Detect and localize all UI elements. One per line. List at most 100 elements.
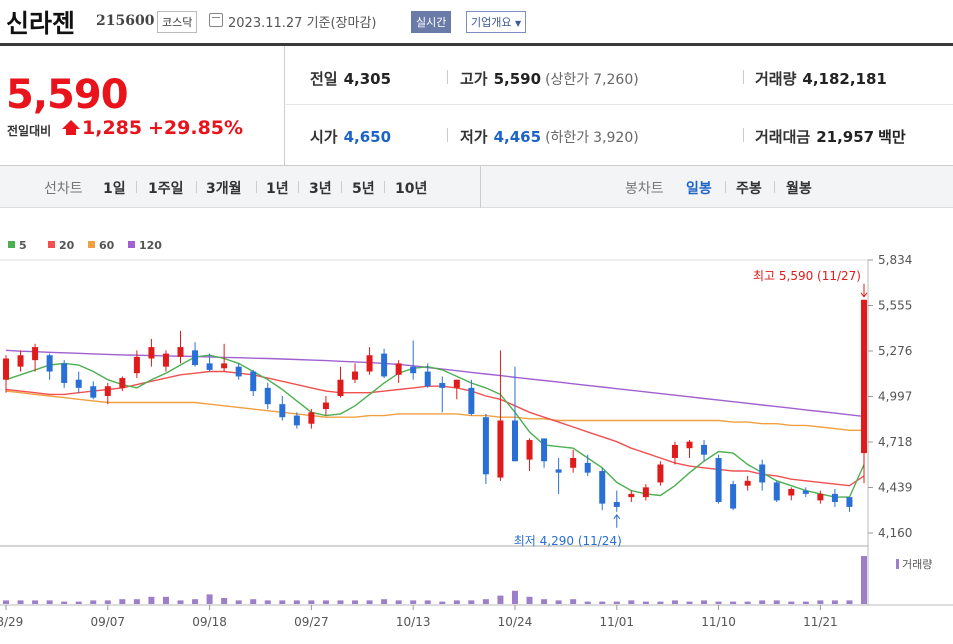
candle-body (570, 457, 577, 468)
prev-label: 전일 (310, 70, 338, 88)
candle-body (526, 440, 533, 460)
candle-body (439, 382, 446, 388)
period-5y[interactable]: 5년 (352, 181, 375, 197)
quote-date: 2023.11.27 기준(장마감) (228, 16, 377, 31)
current-price: 5,590 (6, 72, 129, 118)
period-1d[interactable]: 1일 (103, 181, 126, 197)
low-price: 저가 4,465 (하한가 3,920) (460, 126, 639, 147)
candle-weekly[interactable]: 주봉 (736, 181, 762, 197)
candle-body (817, 493, 824, 501)
candle-body (511, 420, 518, 462)
trade-amount: 거래대금 21,957 백만 (755, 126, 906, 147)
volume-bar (497, 595, 504, 604)
period-10y[interactable]: 10년 (395, 181, 428, 197)
price-change: 1,285 (82, 117, 143, 139)
x-tick-label: 10/24 (498, 615, 533, 629)
volume-bar (701, 600, 708, 604)
quote-main: 5,590 전일대비 1,285 +29.85% (0, 46, 285, 166)
period-separator (298, 181, 299, 193)
min-arrow-icon (613, 513, 621, 528)
price-change-pct: +29.85% (148, 117, 244, 139)
candle-body (177, 347, 184, 357)
upper-limit-label: (상한가 (545, 72, 590, 88)
volume-bar (264, 600, 271, 604)
volume-bar (831, 600, 838, 604)
legend-label-60: 60 (99, 239, 115, 252)
prev-value: 4,305 (343, 70, 392, 88)
x-tick-label: 10/13 (396, 615, 431, 629)
x-tick-label: 08/29 (0, 615, 23, 629)
stock-name: 신라젠 (6, 9, 76, 38)
candle-body (221, 363, 228, 369)
volume-bar (817, 600, 824, 604)
volume-bar (526, 596, 533, 604)
volume-bar (206, 594, 213, 604)
volume-bar (846, 600, 853, 604)
row-divider (286, 104, 953, 105)
candle-daily[interactable]: 일봉 (686, 181, 712, 197)
up-arrow-icon (62, 120, 80, 129)
chart-canvas: 5 20 60 120 5,834 5,555 5,276 4,997 4,718 4,439 4,… (0, 239, 953, 629)
open-label: 시가 (310, 128, 338, 146)
volume-bar (381, 599, 388, 604)
volume-bar (192, 599, 199, 604)
candle-body (133, 356, 140, 374)
realtime-button[interactable]: 실시간 (411, 11, 452, 33)
chevron-down-icon: ▼ (514, 19, 522, 28)
candle-body (264, 387, 271, 405)
candle-body (46, 355, 53, 372)
legend-swatch-60 (88, 241, 95, 248)
y-tick-label: 5,555 (878, 299, 912, 313)
amount-unit: 백만 (878, 128, 906, 146)
legend-swatch-20 (48, 241, 55, 248)
ma5-line (5, 354, 865, 498)
candle-body (759, 464, 766, 483)
x-tick-label: 09/27 (294, 615, 329, 629)
volume-bar (511, 590, 518, 604)
volume-bar (162, 596, 169, 604)
candle-body (352, 371, 359, 380)
volume-bar (802, 601, 809, 604)
period-bar: 선차트 1일 1주일 3개월 1년 3년 5년 10년 봉차트 일봉 주봉 월봉 (0, 166, 953, 208)
period-divider (480, 166, 481, 208)
volume-bar (671, 600, 678, 604)
lower-limit-value: 3,920) (593, 130, 639, 146)
volume-bar (628, 600, 635, 604)
low-value: 4,465 (493, 128, 542, 146)
volume-bar (541, 599, 548, 604)
period-3y[interactable]: 3년 (309, 181, 332, 197)
y-tick-label: 5,834 (878, 253, 912, 267)
period-separator (725, 181, 726, 193)
ma20-line (5, 370, 865, 487)
company-overview-dropdown[interactable]: 기업개요 ▼ (466, 11, 527, 33)
candle-body (61, 363, 68, 383)
volume-bar (119, 599, 126, 604)
candle-body (773, 482, 780, 501)
up-arrow-stem (66, 128, 76, 135)
open-price: 시가 4,650 (310, 126, 391, 147)
volume-bar (453, 600, 460, 604)
period-separator (256, 181, 257, 193)
max-price-label: 최고 5,590 (11/27) (753, 269, 861, 283)
period-3m[interactable]: 3개월 (206, 181, 242, 197)
candle-body (686, 441, 693, 449)
period-1y[interactable]: 1년 (266, 181, 289, 197)
y-tick-label: 5,276 (878, 344, 912, 358)
max-arrow-icon (860, 283, 868, 298)
volume-bar (759, 600, 766, 604)
volume-bar (61, 601, 68, 604)
candle-monthly[interactable]: 월봉 (786, 181, 812, 197)
candle-body (715, 457, 722, 503)
prev-close: 전일 4,305 (310, 68, 391, 89)
high-price: 고가 5,590 (상한가 7,260) (460, 68, 639, 89)
legend-label-120: 120 (139, 239, 162, 252)
volume-bar (75, 601, 82, 604)
candle-body (657, 464, 664, 483)
stock-code: 215600 (96, 13, 155, 29)
volume-bar (715, 601, 722, 604)
y-tick-label: 4,718 (878, 435, 912, 449)
candle-body (555, 469, 562, 473)
upper-limit-value: 7,260) (593, 72, 639, 88)
legend-label-5: 5 (19, 239, 27, 252)
period-1w[interactable]: 1주일 (148, 181, 184, 197)
